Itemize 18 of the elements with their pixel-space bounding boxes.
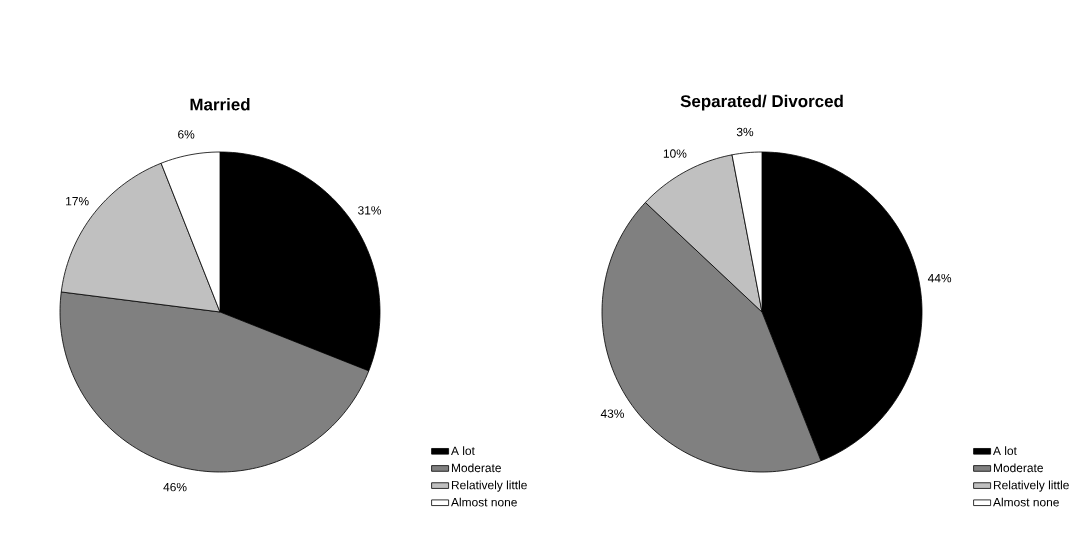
chart-title: Separated/ Divorced (680, 94, 843, 111)
data-label: 10% (663, 149, 687, 158)
legend-label: A lot (993, 446, 1017, 455)
legend-label: A lot (451, 446, 475, 455)
legend-label: Moderate (451, 463, 501, 473)
legend-label: Relatively little (451, 480, 527, 492)
chart-title: Married (190, 98, 250, 111)
data-label: 43% (600, 409, 625, 418)
data-label: 46% (163, 482, 187, 492)
data-label: 31% (358, 206, 382, 215)
data-label: 3% (736, 127, 754, 137)
data-label: 17% (66, 197, 89, 206)
legend-label: Moderate (993, 463, 1043, 473)
data-label: 6% (178, 130, 195, 139)
legend-label: Almost none (993, 497, 1059, 507)
data-label: 44% (927, 273, 952, 283)
legend-label: Relatively little (993, 480, 1069, 492)
legend-label: Almost none (451, 497, 517, 507)
